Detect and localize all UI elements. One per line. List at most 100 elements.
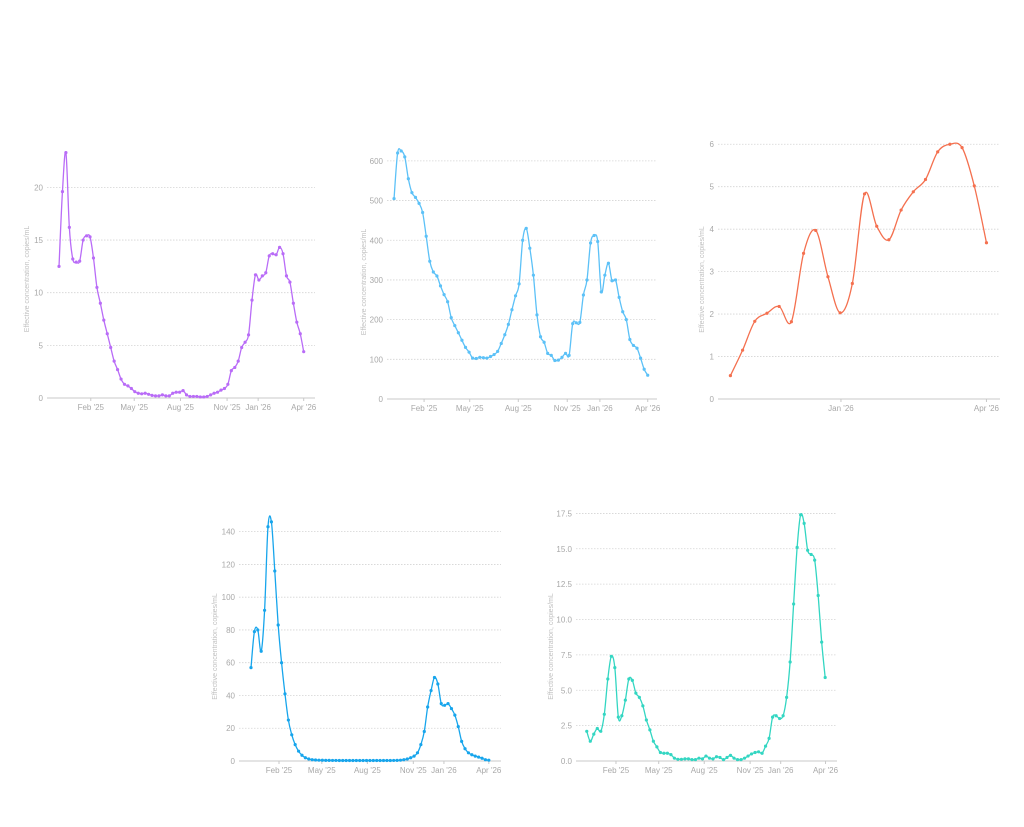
data-point[interactable] [487, 758, 491, 762]
data-point[interactable] [233, 365, 237, 370]
data-point[interactable] [753, 319, 757, 323]
data-point[interactable] [563, 351, 568, 355]
data-point[interactable] [581, 293, 586, 297]
data-point[interactable] [686, 757, 691, 761]
data-point[interactable] [334, 758, 338, 763]
data-point[interactable] [984, 241, 989, 245]
data-point[interactable] [150, 393, 154, 397]
data-point[interactable] [119, 377, 123, 381]
data-point[interactable] [435, 274, 439, 278]
data-point[interactable] [767, 736, 771, 740]
data-point[interactable] [613, 278, 618, 282]
data-point[interactable] [310, 758, 314, 762]
data-point[interactable] [102, 318, 106, 322]
data-point[interactable] [574, 321, 578, 325]
data-point[interactable] [488, 354, 493, 359]
data-point[interactable] [157, 394, 161, 398]
data-point[interactable] [274, 253, 278, 257]
data-point[interactable] [585, 729, 589, 733]
data-point[interactable] [606, 677, 610, 681]
data-point[interactable] [195, 394, 199, 399]
data-point[interactable] [449, 316, 453, 320]
data-point[interactable] [725, 755, 729, 760]
data-point[interactable] [517, 282, 521, 286]
data-point[interactable] [279, 661, 284, 665]
data-point[interactable] [95, 285, 99, 290]
data-point[interactable] [721, 757, 726, 762]
data-point[interactable] [936, 150, 940, 154]
data-point[interactable] [198, 395, 202, 399]
data-point[interactable] [789, 320, 793, 324]
data-point[interactable] [256, 628, 260, 632]
data-point[interactable] [669, 753, 673, 757]
data-point[interactable] [560, 355, 564, 359]
data-point[interactable] [460, 338, 464, 342]
data-point[interactable] [171, 391, 175, 395]
data-point[interactable] [788, 660, 792, 664]
data-point[interactable] [456, 331, 460, 335]
data-point[interactable] [630, 678, 634, 682]
data-point[interactable] [57, 264, 61, 268]
data-point[interactable] [298, 332, 302, 336]
data-point[interactable] [531, 273, 535, 277]
data-point[interactable] [503, 333, 507, 337]
data-point[interactable] [257, 278, 261, 282]
data-point[interactable] [473, 754, 477, 758]
data-point[interactable] [288, 280, 292, 284]
data-point[interactable] [249, 666, 253, 670]
data-point[interactable] [344, 758, 348, 763]
data-point[interactable] [813, 558, 817, 562]
data-point[interactable] [442, 293, 446, 297]
data-point[interactable] [78, 259, 82, 263]
data-point[interactable] [470, 753, 474, 757]
data-point[interactable] [823, 675, 827, 680]
data-point[interactable] [136, 391, 140, 395]
data-point[interactable] [617, 295, 621, 299]
data-point[interactable] [521, 238, 525, 242]
data-point[interactable] [449, 706, 454, 711]
data-point[interactable] [496, 349, 500, 353]
data-point[interactable] [271, 252, 275, 256]
data-point[interactable] [638, 356, 643, 360]
data-point[interactable] [428, 259, 432, 263]
data-point[interactable] [809, 552, 813, 557]
data-point[interactable] [453, 323, 457, 328]
data-point[interactable] [126, 384, 130, 388]
data-point[interactable] [371, 758, 375, 763]
data-point[interactable] [385, 758, 389, 763]
data-point[interactable] [129, 386, 133, 391]
data-point[interactable] [236, 359, 240, 363]
data-point[interactable] [592, 233, 596, 238]
data-point[interactable] [443, 703, 447, 707]
data-point[interactable] [446, 702, 450, 706]
data-point[interactable] [651, 739, 655, 743]
data-point[interactable] [453, 713, 457, 717]
data-point[interactable] [153, 394, 158, 398]
data-point[interactable] [911, 190, 915, 194]
data-point[interactable] [631, 343, 636, 348]
data-point[interactable] [741, 348, 745, 352]
data-point[interactable] [923, 177, 928, 182]
data-point[interactable] [422, 729, 426, 734]
data-point[interactable] [341, 758, 345, 763]
data-point[interactable] [478, 355, 482, 359]
data-point[interactable] [243, 340, 247, 344]
data-point[interactable] [774, 714, 778, 718]
data-point[interactable] [395, 758, 399, 762]
data-point[interactable] [202, 395, 206, 399]
data-point[interactable] [392, 758, 396, 763]
data-point[interactable] [763, 744, 768, 748]
data-point[interactable] [74, 260, 78, 264]
data-point[interactable] [313, 758, 318, 762]
data-point[interactable] [588, 241, 593, 245]
data-point[interactable] [693, 757, 698, 762]
data-point[interactable] [728, 374, 733, 378]
data-point[interactable] [347, 758, 352, 763]
data-point[interactable] [546, 351, 550, 355]
data-point[interactable] [718, 755, 722, 760]
data-point[interactable] [98, 301, 102, 305]
data-point[interactable] [262, 608, 267, 612]
data-point[interactable] [276, 623, 280, 627]
data-point[interactable] [628, 337, 632, 342]
data-point[interactable] [802, 521, 806, 525]
